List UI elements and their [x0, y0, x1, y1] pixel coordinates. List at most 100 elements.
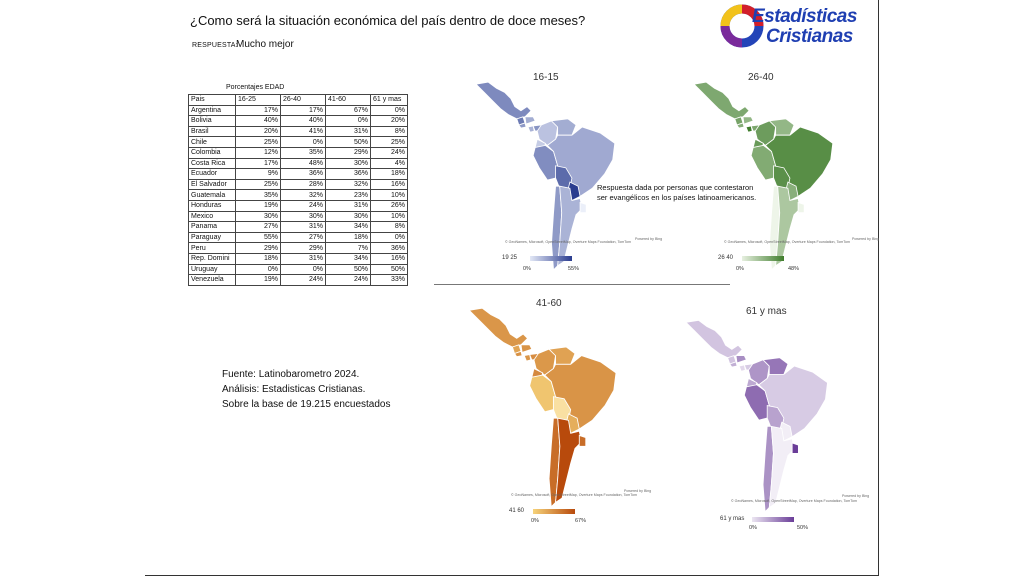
- country-cell: Brasil: [188, 125, 236, 138]
- table-row: Brasil 20% 41% 31% 8%: [188, 125, 408, 138]
- legend-min: 0%: [736, 266, 744, 272]
- percent-cell: 27%: [280, 231, 326, 244]
- country-cell: Panama: [188, 221, 236, 233]
- country-region-cri: [523, 354, 532, 362]
- percent-cell: 4%: [370, 157, 408, 170]
- percent-cell: 0%: [370, 231, 408, 244]
- source-line-1: Fuente: Latinobarometro 2024.: [222, 369, 360, 380]
- percent-cell: 19%: [235, 274, 281, 286]
- percent-cell: 0%: [280, 136, 326, 148]
- map-title: 16-15: [533, 72, 559, 83]
- percent-cell: 36%: [370, 242, 408, 254]
- country-region-hnd: [735, 355, 747, 364]
- map-title: 41-60: [536, 298, 562, 309]
- percent-cell: 25%: [235, 178, 281, 191]
- percent-cell: 25%: [370, 136, 408, 148]
- choropleth-map: [475, 81, 616, 271]
- percent-cell: 0%: [280, 263, 326, 276]
- percent-cell: 9%: [235, 168, 281, 180]
- map-attribution: © GeoNames, Microsoft, OpenStreetMap, Ov…: [724, 240, 851, 244]
- percent-cell: 24%: [325, 274, 371, 286]
- country-region-hnd: [524, 116, 536, 125]
- table-row: Rep. Domini 18% 31% 34% 16%: [188, 252, 408, 265]
- table-row: Bolivia 40% 40% 0% 20%: [188, 115, 408, 127]
- country-region-bra: [544, 355, 617, 430]
- table-row: Venezuela 19% 24% 24% 33%: [188, 274, 408, 286]
- percent-cell: 8%: [370, 221, 408, 233]
- percent-cell: 24%: [280, 199, 326, 212]
- percent-cell: 28%: [280, 178, 326, 191]
- percent-cell: 8%: [370, 125, 408, 138]
- percent-cell: 0%: [325, 115, 371, 127]
- country-region-arg: [775, 185, 801, 267]
- percent-cell: 16%: [370, 252, 408, 265]
- choropleth-map: [468, 307, 617, 508]
- table-row: Chile 25% 0% 50% 25%: [188, 136, 408, 148]
- percent-cell: 10%: [370, 210, 408, 223]
- percent-cell: 17%: [235, 104, 281, 117]
- country-region-cri: [738, 364, 746, 372]
- country-region-ury: [791, 442, 799, 454]
- percent-cell: 29%: [325, 146, 371, 159]
- percent-cell: 19%: [235, 199, 281, 212]
- map-attribution: © GeoNames, Microsoft, OpenStreetMap, Ov…: [505, 240, 632, 244]
- percent-cell: 23%: [325, 189, 371, 201]
- country-cell: Chile: [188, 136, 236, 148]
- country-region-slv: [513, 350, 523, 358]
- country-region-ury: [579, 201, 587, 214]
- percent-cell: 41%: [280, 125, 326, 138]
- percent-cell: 31%: [325, 125, 371, 138]
- map-powered-by: Powered by Bing: [842, 494, 870, 498]
- logo-text-line2: Cristianas: [766, 26, 853, 47]
- legend-gradient-bar: [530, 256, 572, 261]
- country-region-bra: [546, 126, 616, 197]
- country-region-mex: [685, 319, 743, 359]
- map-attribution: © GeoNames, Microsoft, OpenStreetMap, Ov…: [731, 499, 858, 503]
- table-header-cell: Pais: [188, 94, 236, 106]
- respuesta-label: RESPUESTA:: [192, 42, 238, 49]
- table-row: Peru 29% 29% 7% 36%: [188, 242, 408, 254]
- table-header-cell: 26-40: [280, 94, 326, 106]
- percent-cell: 55%: [235, 231, 281, 244]
- country-region-ury: [578, 434, 587, 447]
- percent-cell: 30%: [325, 210, 371, 223]
- country-region-cri: [527, 125, 535, 133]
- table-row: Colombia 12% 35% 29% 24%: [188, 146, 408, 159]
- country-cell: Paraguay: [188, 231, 236, 244]
- percent-cell: 25%: [235, 136, 281, 148]
- legend-label: 19 25: [502, 255, 518, 261]
- country-region-mex: [475, 81, 532, 120]
- percent-cell: 34%: [325, 252, 371, 265]
- legend-label: 61 y mas: [720, 516, 745, 522]
- percent-cell: 30%: [280, 210, 326, 223]
- country-region-arg: [555, 417, 582, 504]
- legend-min: 0%: [523, 266, 531, 272]
- percent-cell: 17%: [235, 157, 281, 170]
- percent-cell: 20%: [235, 125, 281, 138]
- percent-cell: 0%: [235, 263, 281, 276]
- country-region-arg: [768, 425, 795, 509]
- percent-cell: 50%: [325, 136, 371, 148]
- respuesta-value: Mucho mejor: [236, 39, 294, 50]
- table-row: Honduras 19% 24% 31% 26%: [188, 199, 408, 212]
- country-region-slv: [518, 122, 527, 129]
- table-header-cell: 61 y mas: [370, 94, 408, 106]
- percent-cell: 35%: [280, 146, 326, 159]
- legend-max: 55%: [568, 266, 580, 272]
- table-row: Guatemala 35% 32% 23% 10%: [188, 189, 408, 201]
- percent-cell: 18%: [325, 231, 371, 244]
- map-attribution: © GeoNames, Microsoft, OpenStreetMap, Ov…: [511, 493, 638, 497]
- country-region-ury: [797, 201, 805, 214]
- percent-cell: 40%: [280, 115, 326, 127]
- table-row: Ecuador 9% 36% 36% 18%: [188, 168, 408, 180]
- legend-max: 50%: [797, 525, 809, 531]
- percent-cell: 26%: [370, 199, 408, 212]
- country-region-arg: [557, 185, 583, 267]
- source-line-2: Análisis: Estadisticas Cristianas.: [222, 384, 366, 395]
- percent-cell: 18%: [370, 168, 408, 180]
- table-header-cell: 16-25: [235, 94, 281, 106]
- country-cell: Colombia: [188, 146, 236, 159]
- country-region-bra: [758, 365, 828, 438]
- country-cell: Venezuela: [188, 274, 236, 286]
- map-title: 61 y mas: [746, 306, 787, 317]
